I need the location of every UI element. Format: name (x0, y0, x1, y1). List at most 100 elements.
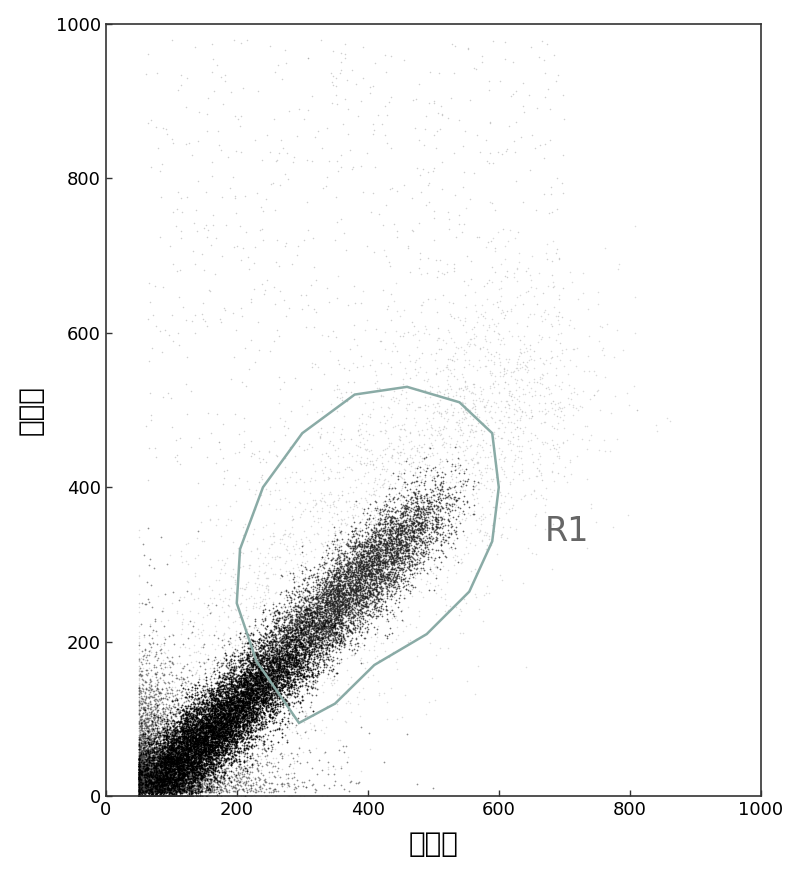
Point (171, 186, 184, 200)
Point (257, 768, 270, 782)
Point (264, 682, 277, 696)
Point (177, 782, 190, 796)
Point (430, 648, 442, 662)
Point (360, 485, 373, 499)
Point (324, 609, 337, 623)
Point (209, 745, 222, 759)
Point (310, 575, 322, 589)
Point (174, 724, 187, 738)
Point (348, 567, 361, 581)
Point (317, 591, 330, 605)
Point (155, 788, 168, 802)
Point (402, 500, 415, 514)
Point (423, 534, 436, 548)
Point (262, 676, 274, 690)
Point (221, 698, 234, 712)
Point (204, 709, 217, 723)
Point (506, 55, 519, 69)
Point (136, 709, 149, 723)
Point (362, 557, 374, 571)
Point (168, 770, 181, 784)
Point (406, 514, 418, 528)
Point (534, 351, 546, 365)
Point (250, 639, 262, 653)
Point (195, 697, 208, 711)
Point (137, 777, 150, 791)
Point (348, 565, 361, 579)
Point (417, 524, 430, 538)
Point (280, 654, 293, 668)
Point (305, 639, 318, 653)
Point (286, 725, 298, 739)
Point (146, 768, 158, 782)
Point (322, 629, 335, 643)
Point (187, 696, 200, 710)
Point (500, 352, 513, 366)
Point (374, 574, 387, 588)
Point (324, 619, 337, 633)
Point (265, 683, 278, 697)
Point (136, 768, 149, 782)
Point (358, 599, 371, 613)
Point (150, 755, 163, 769)
Point (164, 737, 177, 751)
Point (598, 444, 611, 458)
Point (204, 704, 217, 717)
Point (327, 585, 340, 599)
Point (202, 780, 215, 794)
Point (539, 66, 552, 80)
Point (186, 786, 199, 800)
Point (170, 777, 182, 791)
Point (150, 779, 163, 793)
Point (306, 614, 318, 628)
Point (273, 662, 286, 676)
Point (274, 662, 287, 676)
Point (248, 657, 261, 671)
Point (198, 672, 210, 686)
Point (135, 691, 148, 705)
Point (166, 762, 179, 776)
Point (152, 711, 165, 725)
Point (174, 760, 187, 774)
Point (241, 690, 254, 704)
Point (283, 696, 296, 710)
Point (225, 697, 238, 711)
Point (592, 383, 605, 397)
Point (235, 701, 248, 715)
Point (329, 589, 342, 603)
Point (192, 765, 205, 779)
Point (187, 728, 200, 742)
Point (172, 752, 185, 766)
Point (354, 583, 366, 597)
Point (318, 582, 330, 596)
Point (210, 727, 222, 741)
Point (351, 597, 364, 611)
Point (350, 578, 362, 592)
Point (357, 589, 370, 603)
Point (330, 605, 343, 619)
Point (190, 773, 203, 787)
Point (306, 89, 318, 103)
Point (335, 585, 348, 599)
Point (256, 663, 269, 677)
Point (194, 647, 206, 661)
Point (383, 522, 396, 536)
Point (289, 449, 302, 463)
Point (259, 673, 272, 687)
Point (276, 635, 289, 649)
Point (270, 674, 283, 688)
Point (155, 789, 168, 803)
Point (230, 701, 242, 715)
Point (293, 659, 306, 673)
Point (311, 606, 324, 620)
Point (134, 778, 147, 792)
Point (218, 722, 230, 736)
Point (362, 581, 375, 595)
Point (290, 652, 302, 666)
Point (338, 568, 351, 582)
Point (394, 497, 407, 511)
Point (249, 683, 262, 697)
Point (242, 705, 255, 719)
Point (388, 550, 401, 564)
Point (152, 732, 165, 746)
